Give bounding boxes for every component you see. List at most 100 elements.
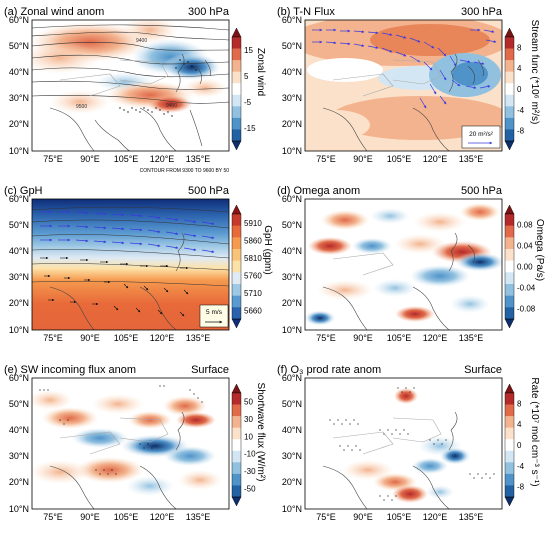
contour-label: 9400 — [136, 38, 147, 44]
lat-label: 60°N — [9, 194, 29, 204]
lat-label: 20°N — [282, 477, 302, 487]
panel-title: (c) GpH — [4, 185, 43, 197]
colorbar-segment — [505, 48, 514, 61]
lon-label: 75°E — [316, 333, 336, 343]
lat-label: 30°N — [9, 451, 29, 461]
colorbar-segment — [232, 307, 241, 320]
colorbar-max-arrow — [504, 204, 515, 215]
lat-label: 60°N — [282, 15, 302, 25]
lon-label: 75°E — [43, 512, 63, 522]
colorbar-segment — [232, 94, 241, 107]
colorbar-max-arrow — [504, 27, 515, 38]
lat-label: 50°N — [282, 399, 302, 409]
lon-label: 135°E — [186, 333, 211, 343]
colorbar-segment — [232, 117, 241, 130]
lon-label: 90°E — [353, 333, 373, 343]
colorbar-tick-label: -4 — [517, 106, 525, 115]
colorbar-segment — [232, 295, 241, 308]
colorbar-min-arrow — [504, 318, 515, 329]
colorbar-segment — [232, 237, 241, 250]
colorbar-segment — [232, 37, 241, 49]
panel-title: (a) Zonal wind anom — [4, 6, 104, 18]
panel-c: (c) GpH 500 hPa — [4, 185, 230, 343]
colorbar-segment — [232, 272, 241, 285]
colorbar-segment — [505, 260, 514, 273]
colorbar-segment — [232, 485, 241, 498]
panel-title: (b) T-N Flux — [277, 6, 335, 18]
colorbar-label: GpH (gpm) — [262, 225, 273, 274]
colorbar-tick-label: 8 — [517, 43, 522, 52]
colorbar-tick-label: -15 — [244, 124, 256, 133]
colorbar-segment — [505, 462, 514, 475]
colorbar-segment — [505, 427, 514, 440]
colorbar-segment — [232, 427, 241, 440]
panel-title: (f) O₃ prod rate anom — [277, 364, 381, 376]
colorbar-tick-label: 0 — [517, 85, 522, 94]
panel-b: (b) T-N Flux 300 hPa — [277, 6, 503, 164]
colorbar-tick-label: 5710 — [244, 289, 262, 298]
lat-label: 60°N — [9, 373, 29, 383]
map-d — [305, 199, 502, 330]
colorbar-frame — [504, 392, 515, 498]
colorbar-tick-label: 4 — [517, 420, 522, 429]
significance-dots — [119, 59, 197, 117]
lat-label: 20°N — [9, 119, 29, 129]
colorbar-tick-label: 5660 — [244, 306, 262, 315]
panel-title: (d) Omega anom — [277, 185, 360, 197]
colorbar-max-arrow — [504, 383, 515, 394]
contour-footnote: CONTOUR FROM 9300 TO 9600 BY 50 — [140, 168, 230, 174]
panel-level: Surface — [464, 364, 502, 376]
lon-label: 90°E — [80, 154, 100, 164]
lat-label: 40°N — [282, 246, 302, 256]
colorbar-segment — [505, 83, 514, 96]
map-f — [305, 378, 502, 509]
panel-level: Surface — [191, 364, 229, 376]
colorbar-tick-label: 5760 — [244, 271, 262, 280]
lat-label: 10°N — [282, 504, 302, 514]
colorbar-segment — [505, 416, 514, 428]
lon-label: 105°E — [387, 512, 412, 522]
colorbar-segment — [232, 450, 241, 463]
lon-label: 120°E — [150, 154, 175, 164]
colorbar-segment — [505, 237, 514, 250]
colorbar-tick-label: 0.04 — [517, 242, 533, 251]
colorbar-tick-label: 4 — [517, 64, 522, 73]
lon-label: 90°E — [353, 512, 373, 522]
lat-label: 10°N — [9, 325, 29, 335]
lat-label: 40°N — [282, 67, 302, 77]
colorbar-segment — [232, 83, 241, 96]
panel-d: (d) Omega anom 500 hPa — [277, 185, 503, 343]
colorbar-tick-label: -8 — [517, 127, 525, 136]
lon-label: 105°E — [114, 512, 139, 522]
colorbar-frame — [231, 36, 242, 142]
lon-label: 135°E — [459, 512, 484, 522]
lon-label: 75°E — [316, 512, 336, 522]
lon-label: 135°E — [186, 512, 211, 522]
colorbar-label: Omega (Pa/s) — [534, 219, 545, 281]
colorbar-min-arrow — [504, 496, 515, 507]
flux-vectors — [312, 28, 497, 109]
lat-label: 60°N — [282, 194, 302, 204]
coastlines — [49, 232, 185, 330]
colorbar-tick-label: -0.04 — [517, 284, 536, 293]
colorbar-e: Shortwave flux (W/m²)50 30 10 -10 -30 -50 — [231, 383, 266, 507]
colorbar-frame — [504, 213, 515, 320]
colorbar-tick-label: 0.08 — [517, 221, 533, 230]
contour-label: 9500 — [76, 104, 87, 110]
colorbar-segment — [505, 393, 514, 405]
colorbar-tick-label: 5 — [244, 72, 249, 81]
lat-label: 50°N — [9, 220, 29, 230]
colorbar-segment — [232, 60, 241, 72]
lat-label: 30°N — [282, 451, 302, 461]
colorbar-segment — [232, 214, 241, 226]
colorbar-max-arrow — [231, 383, 242, 394]
lon-label: 120°E — [423, 333, 448, 343]
colorbar-segment — [505, 37, 514, 49]
colorbar-min-arrow — [231, 496, 242, 507]
lat-label: 40°N — [282, 425, 302, 435]
colorbar-segment — [232, 416, 241, 428]
colorbar-frame — [231, 213, 242, 320]
lat-label: 20°N — [9, 477, 29, 487]
coastlines — [322, 411, 458, 509]
